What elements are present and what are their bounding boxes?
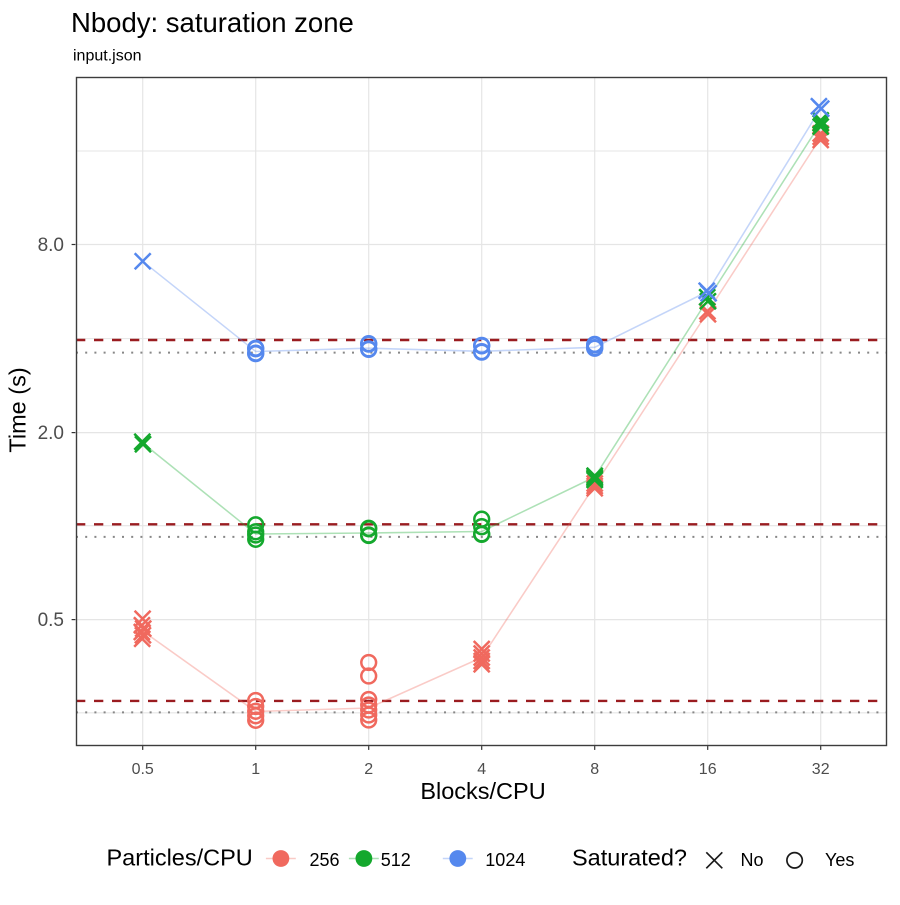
svg-text:1024: 1024 [485,850,525,870]
svg-text:16: 16 [699,761,717,778]
svg-text:Saturated?: Saturated? [572,845,687,871]
svg-text:2: 2 [364,761,373,778]
svg-text:Yes: Yes [825,850,854,870]
svg-text:1: 1 [251,761,260,778]
svg-text:4: 4 [477,761,486,778]
svg-text:No: No [741,850,764,870]
svg-text:512: 512 [381,850,411,870]
svg-text:Blocks/CPU: Blocks/CPU [420,778,545,804]
svg-text:Nbody: saturation zone: Nbody: saturation zone [71,7,354,38]
svg-text:0.5: 0.5 [132,761,154,778]
svg-text:0.5: 0.5 [38,610,64,631]
svg-text:8.0: 8.0 [38,235,64,256]
svg-text:Particles/CPU: Particles/CPU [107,845,253,871]
svg-text:input.json: input.json [73,48,142,65]
svg-text:256: 256 [310,850,340,870]
svg-text:32: 32 [812,761,830,778]
svg-text:Time (s): Time (s) [5,367,31,452]
svg-text:2.0: 2.0 [38,423,64,444]
svg-text:8: 8 [590,761,599,778]
